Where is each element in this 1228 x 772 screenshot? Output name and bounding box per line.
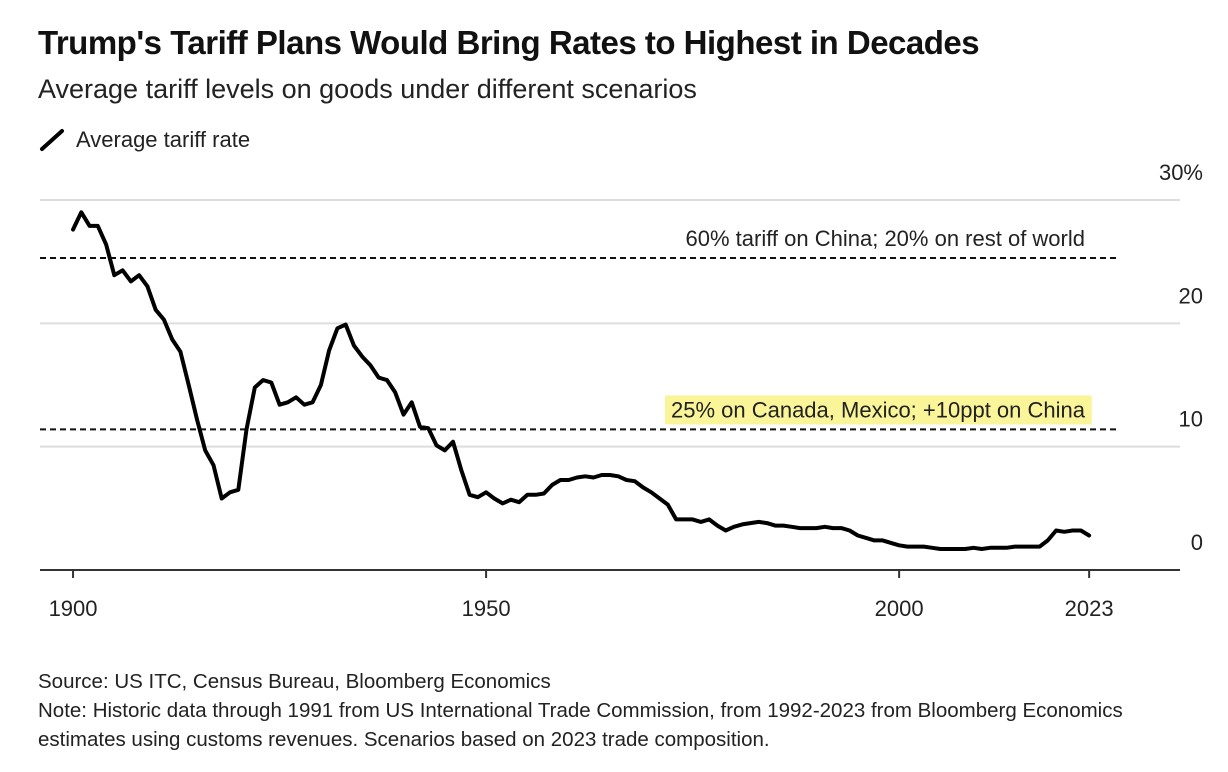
footer: Source: US ITC, Census Bureau, Bloomberg… (38, 667, 1198, 754)
scenario-label-group: 60% tariff on China; 20% on rest of worl… (686, 226, 1085, 251)
legend: Average tariff rate (38, 127, 250, 153)
source: Source: US ITC, Census Bureau, Bloomberg… (38, 670, 551, 693)
x-tick-label: 1900 (49, 596, 98, 621)
chart-title: Trump's Tariff Plans Would Bring Rates t… (38, 24, 980, 61)
x-tick-label: 2023 (1065, 596, 1114, 621)
x-tick-label: 1950 (462, 596, 511, 621)
x-tick-label: 2000 (875, 596, 924, 621)
highlight (664, 395, 1092, 425)
y-tick-label: 30% (1159, 160, 1203, 185)
chart: 0 10 20 30% 1900 1950 2000 2023 60% tariff on Ch… (40, 160, 1203, 621)
chart-subtitle: Average tariff levels on goods under dif… (38, 74, 697, 104)
legend-label: Average tariff rate (76, 127, 251, 152)
y-tick-label: 20 (1179, 283, 1203, 308)
scenario-label: 60% tariff on China; 20% on rest of worl… (686, 226, 1085, 251)
scenario-label: 25% on Canada, Mexico; +10ppt on China (671, 397, 1086, 422)
y-tick-label: 10 (1179, 407, 1203, 432)
legend-swatch (40, 129, 64, 151)
y-tick-label: 0 (1191, 530, 1203, 555)
scenario-label-group: 25% on Canada, Mexico; +10ppt on China (664, 395, 1092, 425)
data-line (71, 210, 1092, 551)
note: Note: Historic data through 1991 from US… (38, 699, 1123, 751)
